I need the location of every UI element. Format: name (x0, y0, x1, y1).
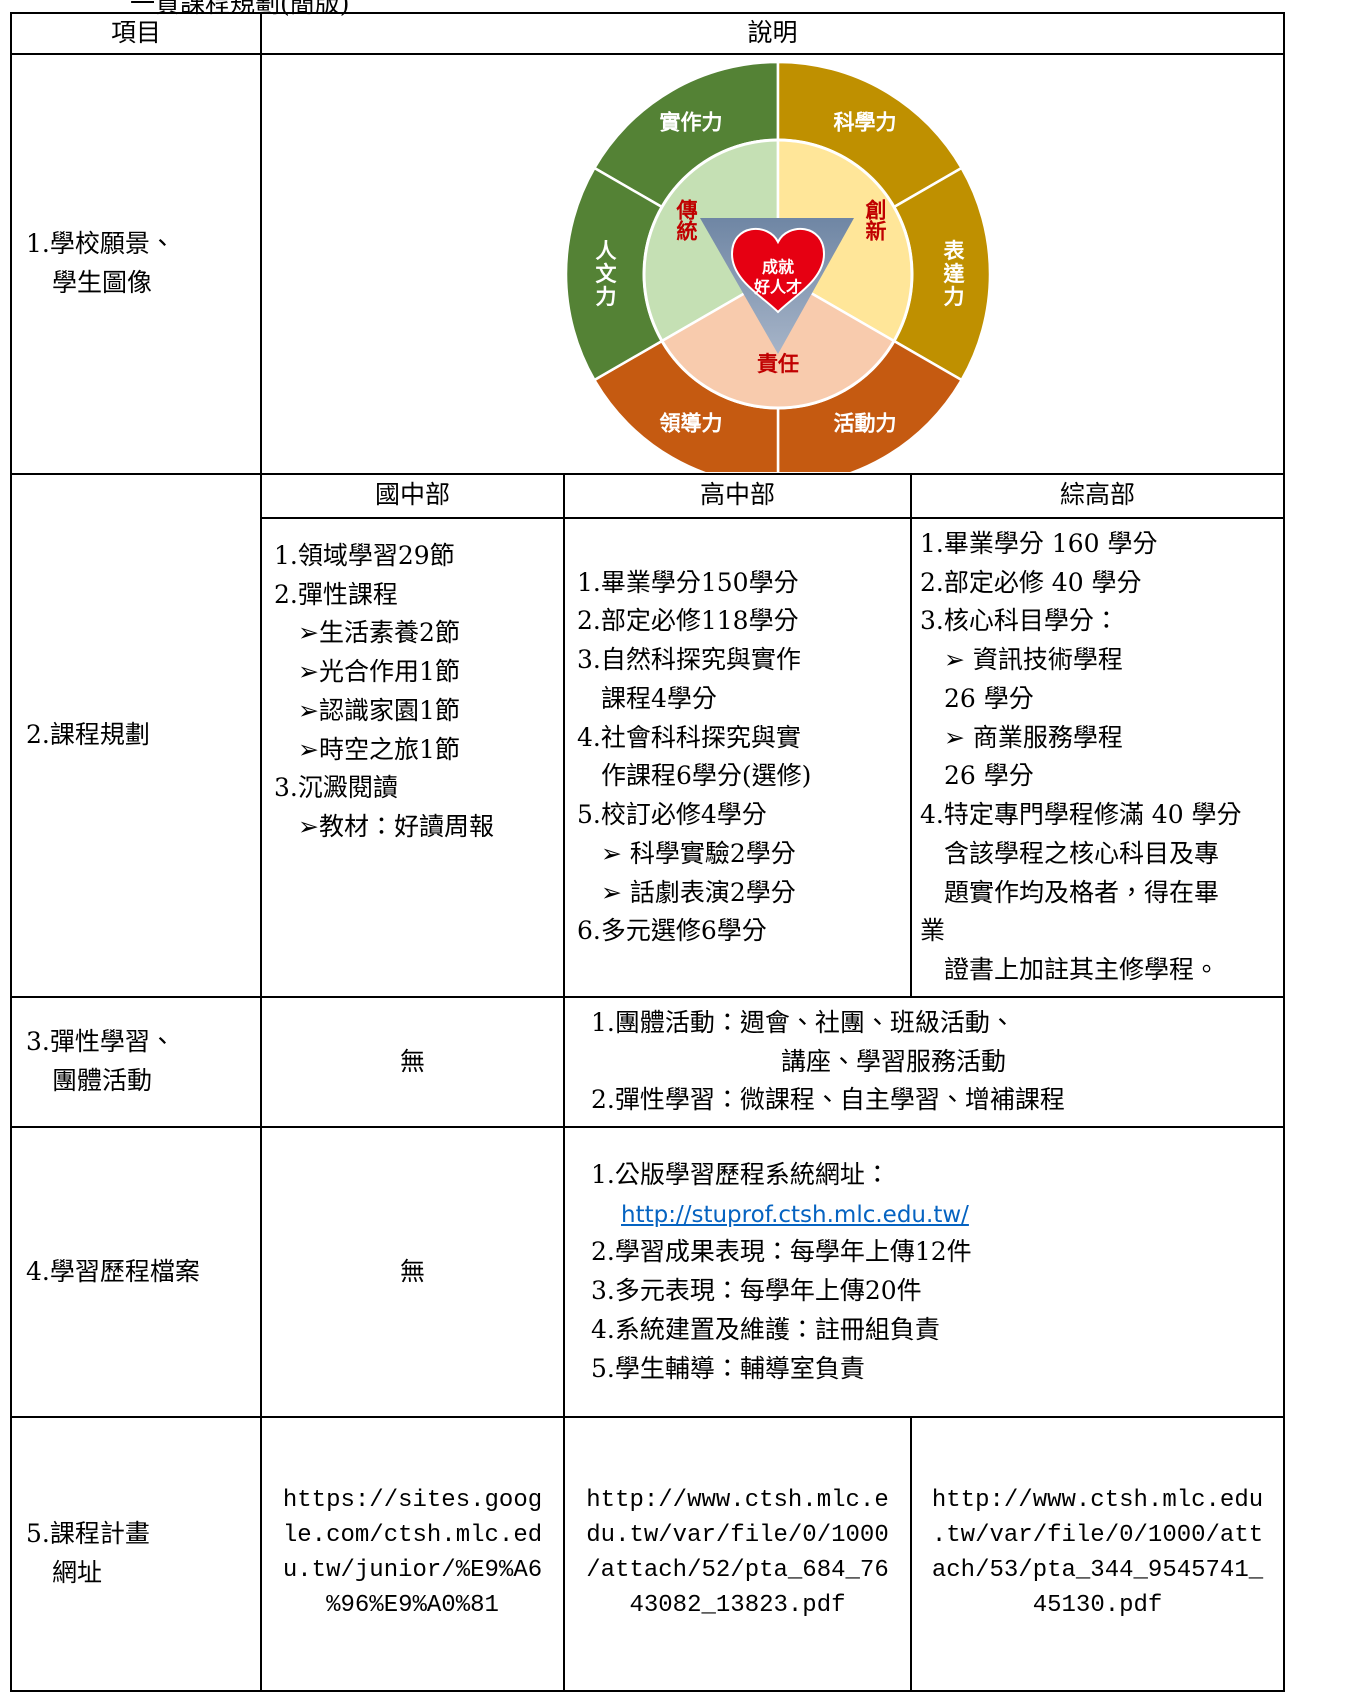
item-cell: 2.課程規劃 (10, 472, 262, 998)
list-line: 證書上加註其主修學程。 (944, 955, 1220, 984)
list-line: 含該學程之核心科目及專 (944, 838, 1220, 868)
list-line: 1.領域學習29節 (274, 540, 455, 570)
list-cell: 1.畢業學分150學分 2.部定必修118學分 3.自然科探究與實作課程4學分 4.社… (563, 516, 912, 998)
url-line: 43082_13823.pdf (629, 1591, 846, 1619)
list-line: 1.畢業學分150學分 (577, 567, 799, 597)
column-header: 國中部 (260, 472, 565, 519)
list-line: 題實作均及格者，得在畢 (944, 877, 1220, 907)
url-line: u.tw/junior/%E9%A6 (282, 1557, 543, 1584)
list-line: 講座、學習服務活動 (781, 1046, 1007, 1076)
outer-label: 實作力 (660, 110, 723, 134)
outer-label: 人文力 (593, 239, 617, 308)
column-header: 綜高部 (909, 472, 1286, 519)
list-line: 作課程6學分(選修) (601, 761, 812, 791)
list-line: 5.校訂必修4學分 (577, 800, 767, 829)
url-line: http://www.ctsh.mlc.edu (931, 1487, 1264, 1515)
heart (730, 227, 826, 314)
list-line: ➢ 商業服務學程 (944, 722, 1123, 752)
inner-label: 責任 (757, 352, 799, 376)
item-text: 網址 (52, 1558, 103, 1587)
item-cell: 3.彈性學習、 團體活動 (10, 995, 262, 1129)
list-line: ➢光合作用1節 (298, 657, 460, 686)
list-line: 26 學分 (944, 761, 1034, 791)
item-cell: 5.課程計畫網址 (10, 1416, 262, 1692)
url-line: 45130.pdf (1032, 1591, 1163, 1619)
item-cell: 4.學習歷程檔案 (10, 1126, 262, 1418)
list-line: 3.自然科探究與實作 (577, 645, 801, 674)
list-line: 6.多元選修6學分 (577, 916, 767, 946)
text-cell: 無 (260, 1126, 565, 1418)
header-cell: 說明 (259, 12, 1286, 55)
list-cell: 1.領域學習29節 2.彈性課程 ➢生活素養2節 ➢光合作用1節 ➢認識家園1節 ➢時空之… (260, 516, 565, 998)
outer-label: 活動力 (834, 411, 897, 435)
diagram-cell: 實作力 科學力表達力活動力 領導力 人文力 傳統 創新責任 成就 好人才 (259, 52, 1286, 475)
list-line: ➢生活素養2節 (298, 618, 460, 648)
center-label: 好人才 (754, 277, 802, 296)
list-line: 2.學習成果表現：每學年上傳12件 (591, 1237, 972, 1267)
list-line: 課程4學分 (601, 683, 717, 713)
url-line: ach/53/pta_344_9545741_ (931, 1557, 1264, 1584)
list-line: 1.團體活動：週會、社團、班級活動、 (591, 1007, 1015, 1037)
list-line: 2.部定必修118學分 (577, 606, 799, 636)
text-cell: 無 (260, 995, 565, 1129)
list-line: 26 學分 (944, 683, 1034, 713)
list-line: ➢時空之旅1節 (298, 734, 460, 764)
header-cell: 項目 (10, 12, 262, 55)
url-cell: http://www.ctsh.mlc.e du.tw/var/file/0/10… (563, 1416, 912, 1692)
url-line: .tw/var/file/0/1000/att (931, 1522, 1264, 1550)
url-line: le.com/ctsh.mlc.ed (282, 1522, 543, 1550)
item-text: 團體活動 (52, 1065, 153, 1095)
list-line: 2.部定必修 40 學分 (920, 567, 1142, 597)
list-line: 業 (920, 916, 946, 946)
url-line: %96%E9%A0%81 (326, 1591, 499, 1619)
url-line: https://sites.goog (282, 1487, 543, 1515)
inner-border (642, 138, 914, 410)
list-line: 3.核心科目學分： (920, 606, 1119, 636)
item-text: 1.學校願景、 (26, 229, 175, 258)
url-cell: http://www.ctsh.mlc.edu .tw/var/file/0/10… (909, 1416, 1286, 1692)
link-line: http://stuprof.ctsh.mlc.edu.tw/ (591, 1195, 1273, 1234)
list-line: ➢ 資訊技術學程 (944, 645, 1123, 674)
list-cell: 1.畢業學分 160 學分 2.部定必修 40 學分 3.核心科目學分： ➢ 資訊技術… (909, 516, 1286, 998)
list-line: 4.特定專門學程修滿 40 學分 (920, 800, 1242, 829)
list-cell: 1.公版學習歷程系統網址： http://stuprof.ctsh.mlc.edu… (562, 1126, 1286, 1418)
url-line: http://www.ctsh.mlc.e (586, 1487, 889, 1515)
list-line: 2.彈性學習：微課程、自主學習、增補課程 (591, 1085, 1065, 1115)
list-line: 4.社會科科探究與實 (577, 722, 801, 752)
portfolio-link[interactable]: http://stuprof.ctsh.mlc.edu.tw/ (621, 1201, 969, 1228)
list-line: 3.沉澱閱讀 (274, 773, 398, 803)
list-line: ➢ 話劇表演2學分 (601, 877, 796, 907)
list-line: 1.公版學習歷程系統網址： (591, 1159, 890, 1189)
item-text: 5.課程計畫 (26, 1519, 150, 1549)
list-line: ➢教材：好讀周報 (298, 812, 494, 841)
inner-label: 創新 (863, 199, 887, 242)
list-line: ➢認識家園1節 (298, 695, 460, 725)
url-line: du.tw/var/file/0/1000 (586, 1522, 889, 1550)
list-line: 3.多元表現：每學年上傳20件 (591, 1276, 922, 1305)
url-line: /attach/52/pta_684_76 (586, 1557, 889, 1584)
center-label: 成就 (762, 257, 794, 276)
item-text: 3.彈性學習、 (26, 1027, 175, 1057)
column-header: 高中部 (563, 472, 912, 519)
curriculum-table: 項目 說明 1.學校願景、 學生圖像 實作力 科學力表達力活動力 領導力 人文力 傳統 創新… (10, 12, 1286, 1692)
list-line: ➢ 科學實驗2學分 (601, 838, 796, 868)
list-line: 2.彈性課程 (274, 579, 398, 609)
url-cell: https://sites.goog le.com/ctsh.mlc.ed u.tw… (260, 1416, 565, 1692)
outer-label: 科學力 (834, 110, 897, 134)
item-text: 學生圖像 (52, 267, 153, 297)
list-line: 5.學生輔導：輔導室負責 (591, 1353, 865, 1383)
outer-label: 表達力 (941, 239, 966, 308)
list-line: 4.系統建置及維護：註冊組負責 (591, 1314, 940, 1344)
list-line: 1.畢業學分 160 學分 (920, 528, 1158, 558)
outer-label: 領導力 (660, 411, 723, 435)
inner-label: 傳統 (674, 198, 699, 242)
item-cell: 1.學校願景、 學生圖像 (10, 52, 262, 475)
list-cell: 1.團體活動：週會、社團、班級活動、講座、學習服務活動 2.彈性學習：微課程、自主… (562, 995, 1286, 1129)
